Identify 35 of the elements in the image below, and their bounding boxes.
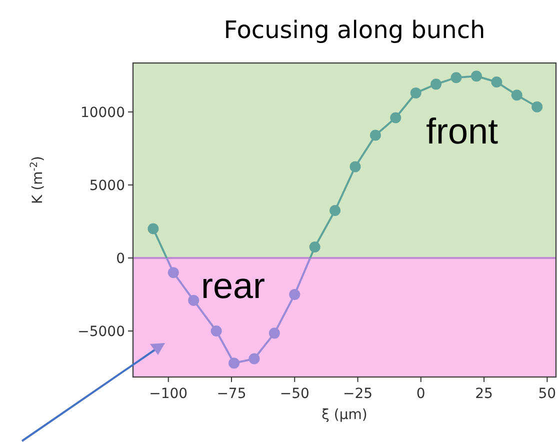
point [491, 76, 502, 88]
x-tick-label: 0 [416, 386, 426, 402]
y-tick-label: −5000 [78, 324, 125, 340]
chart-title: Focusing along bunch [224, 16, 486, 44]
x-tick-label: −100 [149, 386, 188, 402]
x-tick-label: −75 [216, 386, 246, 402]
y-tick-label: 5000 [89, 178, 125, 194]
x-tick-label: −25 [342, 386, 373, 402]
point [350, 161, 361, 172]
point [330, 205, 341, 216]
point [450, 72, 462, 84]
band-label: front [426, 110, 498, 152]
point [188, 294, 200, 306]
point [268, 328, 280, 339]
point [410, 87, 422, 98]
band-label: rear [200, 264, 266, 306]
point [309, 242, 320, 253]
y-tick-label: 0 [116, 250, 125, 267]
point [248, 353, 260, 364]
point [511, 90, 522, 101]
point [370, 130, 381, 141]
y-tick-label: 10000 [80, 104, 125, 121]
point [148, 223, 159, 234]
point [168, 267, 179, 278]
x-axis-title: ξ (μm) [322, 407, 368, 423]
point [532, 101, 543, 112]
x-tick-label: −50 [280, 386, 310, 402]
point [430, 78, 442, 90]
x-tick-label: 25 [475, 386, 493, 402]
point [210, 325, 222, 336]
point [228, 358, 240, 369]
x-tick-label: 50 [538, 386, 556, 402]
point [470, 70, 482, 82]
point [289, 288, 300, 300]
point [390, 112, 402, 124]
